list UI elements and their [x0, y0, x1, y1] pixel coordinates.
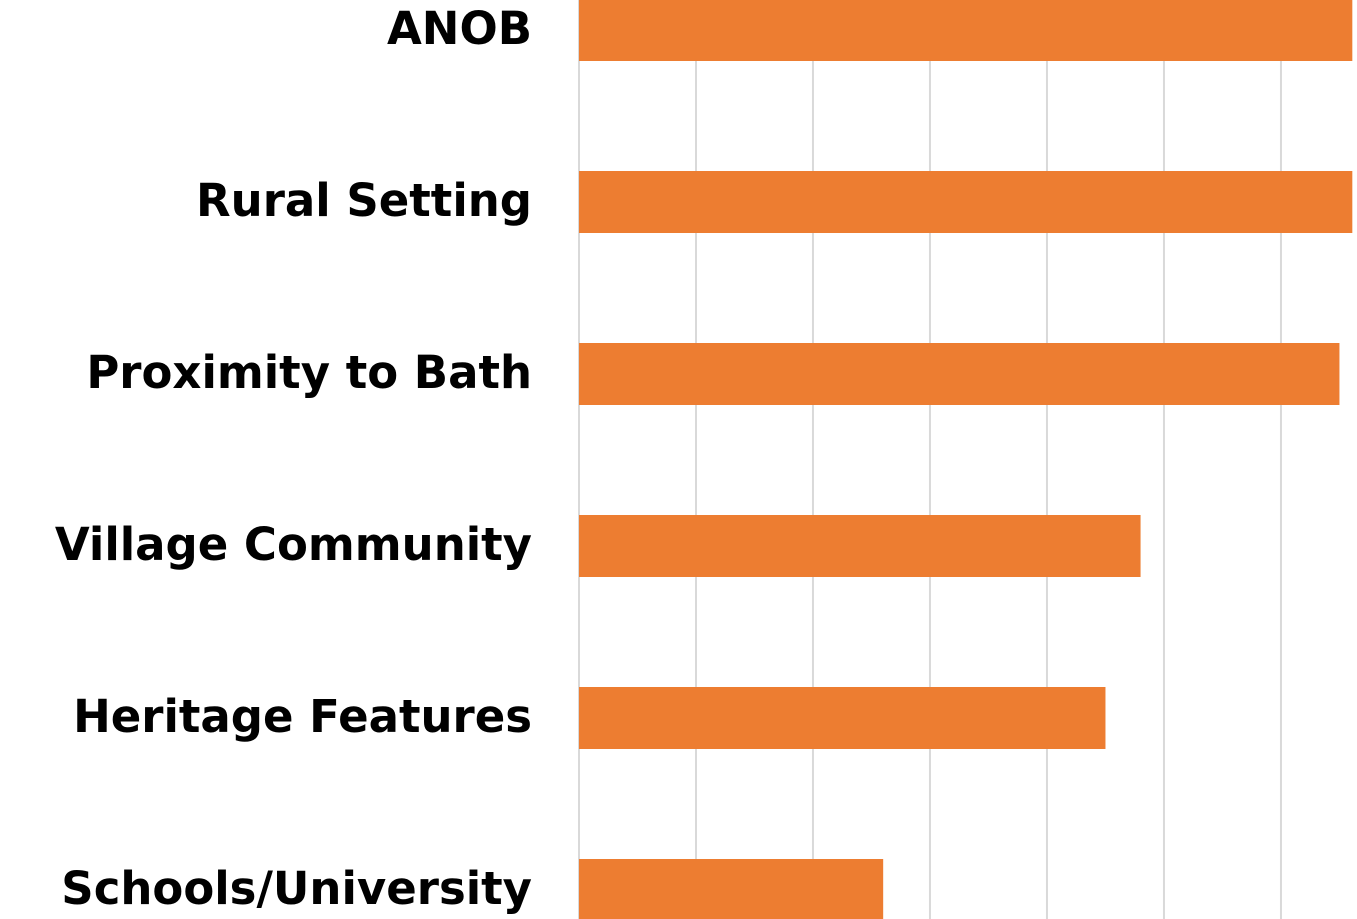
- bar: [579, 0, 1353, 61]
- bar: [579, 171, 1353, 233]
- bar: [579, 859, 884, 919]
- y-tick-label: Rural Setting: [196, 174, 532, 227]
- bar: [579, 687, 1106, 749]
- bar: [579, 343, 1340, 405]
- y-tick-label: ANOB: [387, 2, 532, 55]
- y-tick-label: Heritage Features: [73, 690, 532, 743]
- y-tick-label: Proximity to Bath: [86, 346, 532, 399]
- y-tick-label: Schools/University: [61, 862, 532, 915]
- bar: [579, 515, 1141, 577]
- y-tick-label: Village Community: [55, 518, 532, 571]
